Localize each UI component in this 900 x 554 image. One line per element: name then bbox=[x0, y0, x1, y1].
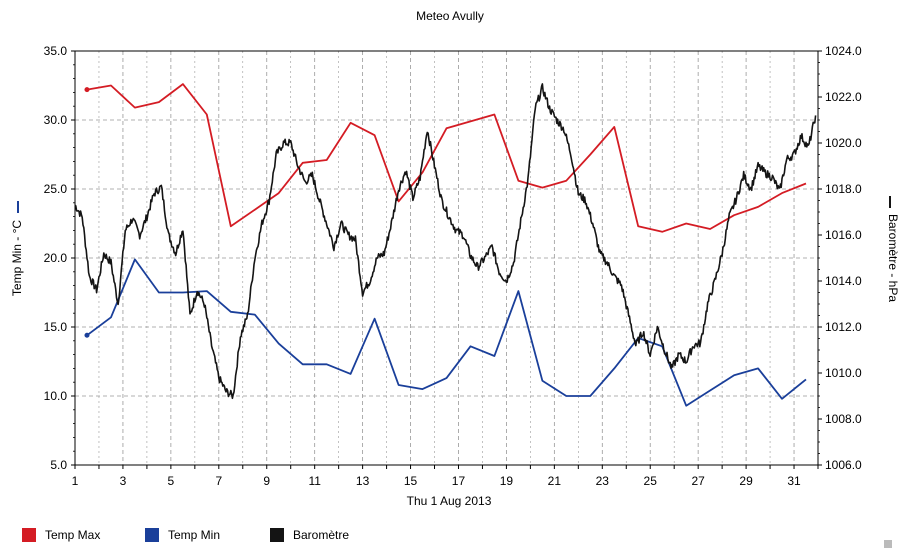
y-right-tick-label: 1018.0 bbox=[825, 182, 862, 196]
y-right-tick-label: 1012.0 bbox=[825, 320, 862, 334]
series-line-barometre bbox=[74, 83, 817, 400]
legend-label-temp-max: Temp Max bbox=[45, 528, 101, 542]
y-left-tick-label: 5.0 bbox=[50, 458, 67, 472]
x-tick-label: 1 bbox=[72, 474, 79, 488]
x-tick-label: 25 bbox=[644, 474, 658, 488]
series-start-point-temp-min bbox=[84, 332, 90, 338]
x-tick-label: 23 bbox=[596, 474, 610, 488]
y-left-tick-label: 10.0 bbox=[44, 389, 68, 403]
legend-item-barometre[interactable]: Baromètre bbox=[270, 528, 349, 542]
tick-labels: 1 3 5 7 9 11 13 15 17 19 21 23 25 27 29 315.010.015.020… bbox=[44, 44, 862, 488]
legend-swatch-barometre bbox=[270, 528, 284, 542]
legend-swatch-temp-min bbox=[145, 528, 159, 542]
y-axis-left-label: Temp Min - °C bbox=[10, 220, 24, 296]
y-left-tick-label: 20.0 bbox=[44, 251, 68, 265]
legend-swatch-temp-max bbox=[22, 528, 36, 542]
y-axis-right-label: Baromètre - hPa bbox=[886, 214, 900, 302]
x-tick-label: 15 bbox=[404, 474, 418, 488]
y-right-tick-label: 1022.0 bbox=[825, 90, 862, 104]
grid bbox=[75, 51, 818, 465]
legend-label-temp-min: Temp Min bbox=[168, 528, 221, 542]
legend-item-temp-min[interactable]: Temp Min bbox=[145, 528, 220, 542]
y-right-tick-label: 1008.0 bbox=[825, 412, 862, 426]
x-tick-label: 13 bbox=[356, 474, 370, 488]
series-line-temp-max bbox=[86, 83, 807, 233]
x-axis-label: Thu 1 Aug 2013 bbox=[407, 494, 492, 508]
x-tick-label: 17 bbox=[452, 474, 466, 488]
x-tick-label: 19 bbox=[500, 474, 514, 488]
y-left-tick-label: 35.0 bbox=[44, 44, 68, 58]
y-right-tick-label: 1024.0 bbox=[825, 44, 862, 58]
x-tick-label: 21 bbox=[548, 474, 562, 488]
x-tick-label: 9 bbox=[263, 474, 270, 488]
y-right-tick-label: 1016.0 bbox=[825, 228, 862, 242]
x-tick-label: 29 bbox=[739, 474, 753, 488]
series-line-temp-min bbox=[86, 258, 807, 407]
x-tick-label: 11 bbox=[308, 474, 321, 488]
y-right-tick-label: 1020.0 bbox=[825, 136, 862, 150]
x-tick-label: 27 bbox=[691, 474, 705, 488]
legend-item-temp-max[interactable]: Temp Max bbox=[22, 528, 100, 542]
y-right-tick-label: 1014.0 bbox=[825, 274, 862, 288]
series-start-point-temp-max bbox=[84, 87, 90, 93]
resize-grip-icon[interactable] bbox=[884, 540, 892, 548]
y-left-tick-label: 25.0 bbox=[44, 182, 68, 196]
chart-title: Meteo Avully bbox=[416, 9, 484, 23]
x-tick-label: 7 bbox=[215, 474, 222, 488]
legend-label-barometre: Baromètre bbox=[293, 528, 350, 542]
series-layer bbox=[74, 83, 817, 407]
y-right-tick-label: 1006.0 bbox=[825, 458, 862, 472]
x-tick-label: 3 bbox=[120, 474, 127, 488]
x-tick-label: 5 bbox=[168, 474, 175, 488]
legend: Temp Max Temp Min Baromètre bbox=[0, 526, 900, 548]
y-right-tick-label: 1010.0 bbox=[825, 366, 862, 380]
y-left-tick-label: 30.0 bbox=[44, 113, 68, 127]
y-left-tick-label: 15.0 bbox=[44, 320, 68, 334]
x-tick-label: 31 bbox=[787, 474, 801, 488]
